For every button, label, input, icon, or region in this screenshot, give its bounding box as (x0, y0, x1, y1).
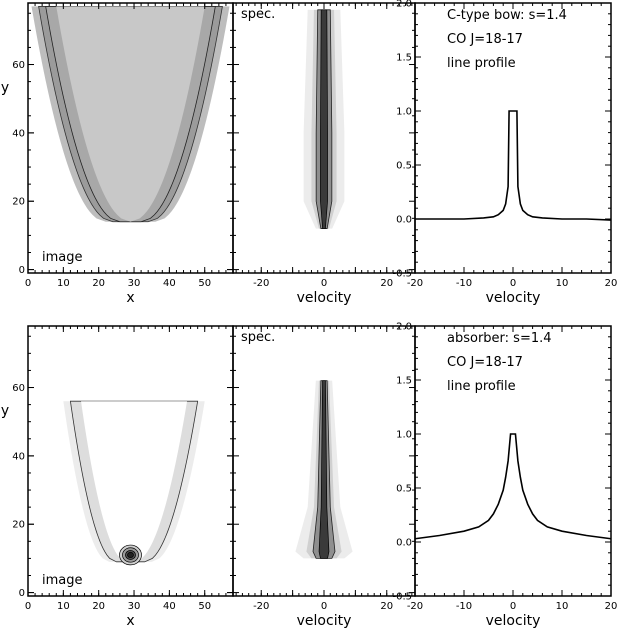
y-tick-label: 0.0 (396, 215, 412, 226)
bow-interior (81, 401, 188, 562)
x-tick-label: 10 (556, 601, 569, 612)
x-tick-label: -20 (407, 601, 423, 612)
y-tick-label: 20 (12, 520, 25, 531)
y-tick-label: 1.5 (396, 376, 412, 387)
panel-top-image: 0 10 20 30 40 50 0 20 40 60 image x y (1, 2, 234, 306)
panel-annotation: image (42, 573, 83, 588)
y-tick-label: 0 (19, 265, 25, 276)
x-tick-label: 0 (321, 601, 327, 612)
y-tick-label: 2.0 (396, 322, 412, 333)
panel-annotation: image (42, 250, 83, 265)
x-tick-label: 30 (128, 278, 141, 289)
y-tick-label: 60 (12, 60, 25, 71)
x-tick-label: 0 (510, 278, 516, 289)
panel-annotation: spec. (241, 7, 275, 22)
y-tick-label: -0.5 (392, 269, 412, 280)
x-axis-label: velocity (486, 290, 541, 306)
panel-annotation-line: CO J=18-17 (447, 32, 523, 47)
x-tick-label: -20 (407, 278, 423, 289)
y-tick-label: 1.0 (396, 430, 412, 441)
x-axis-label: velocity (486, 613, 541, 629)
x-tick-label: 10 (556, 278, 569, 289)
x-tick-label: -10 (456, 278, 472, 289)
x-tick-label: -20 (253, 601, 269, 612)
bow-interior (56, 6, 205, 222)
x-tick-label: 30 (128, 601, 141, 612)
y-tick-label: 0 (19, 588, 25, 599)
y-tick-label: 1.0 (396, 107, 412, 118)
x-tick-label: 40 (163, 601, 176, 612)
x-tick-label: 0 (510, 601, 516, 612)
y-tick-label: 0.0 (396, 538, 412, 549)
x-tick-label: 10 (57, 278, 70, 289)
x-axis-label: velocity (297, 613, 352, 629)
x-tick-label: 50 (198, 278, 211, 289)
x-tick-label: -10 (456, 601, 472, 612)
x-axis-label: x (126, 613, 134, 629)
y-tick-label: 2.0 (396, 0, 412, 10)
panel-annotation-line: C-type bow: s=1.4 (447, 8, 567, 23)
panel-bottom-spec: -20 0 20 spec. velocity (232, 325, 416, 629)
x-tick-label: 50 (198, 601, 211, 612)
y-axis-label: y (1, 403, 9, 419)
x-tick-label: 20 (605, 278, 618, 289)
x-tick-label: 20 (92, 278, 105, 289)
y-tick-label: 0.5 (396, 161, 412, 172)
panel-bottom-profile: -20 -10 0 10 20 -0.5 0.0 0.5 1.0 1.5 2.0 absorber: … (392, 322, 617, 630)
x-tick-label: 40 (163, 278, 176, 289)
x-tick-label: 10 (57, 601, 70, 612)
panel-bottom-image: 0 10 20 30 40 50 0 20 40 60 image x y (1, 325, 234, 629)
y-tick-label: 60 (12, 383, 25, 394)
x-tick-label: -20 (253, 278, 269, 289)
y-tick-label: -0.5 (392, 592, 412, 603)
line-profile (414, 433, 612, 540)
panel-annotation-line: absorber: s=1.4 (447, 331, 552, 346)
spec-core (318, 380, 330, 559)
y-axis-label: y (1, 80, 9, 96)
x-tick-label: 20 (380, 278, 393, 289)
panel-annotation-line: line profile (447, 379, 516, 394)
x-tick-label: 0 (25, 278, 31, 289)
y-tick-label: 0.5 (396, 484, 412, 495)
y-tick-label: 20 (12, 197, 25, 208)
panel-annotation-line: CO J=18-17 (447, 355, 523, 370)
x-tick-label: 0 (321, 278, 327, 289)
panel-top-spec: -20 0 20 spec. velocity (232, 2, 416, 306)
x-axis-label: velocity (297, 290, 352, 306)
y-tick-label: 40 (12, 128, 25, 139)
x-tick-label: 20 (605, 601, 618, 612)
panel-top-profile: -20 -10 0 10 20 -0.5 0.0 0.5 1.0 1.5 2.0 C-type bow… (392, 0, 617, 306)
panel-annotation-line: line profile (447, 56, 516, 71)
x-axis-label: x (126, 290, 134, 306)
x-tick-label: 20 (380, 601, 393, 612)
y-tick-label: 1.5 (396, 53, 412, 64)
x-tick-label: 20 (92, 601, 105, 612)
core-contour (127, 551, 134, 559)
spec-core (320, 9, 328, 229)
y-tick-label: 40 (12, 451, 25, 462)
line-profile (415, 110, 612, 221)
x-tick-label: 0 (25, 601, 31, 612)
panel-annotation: spec. (241, 330, 275, 345)
